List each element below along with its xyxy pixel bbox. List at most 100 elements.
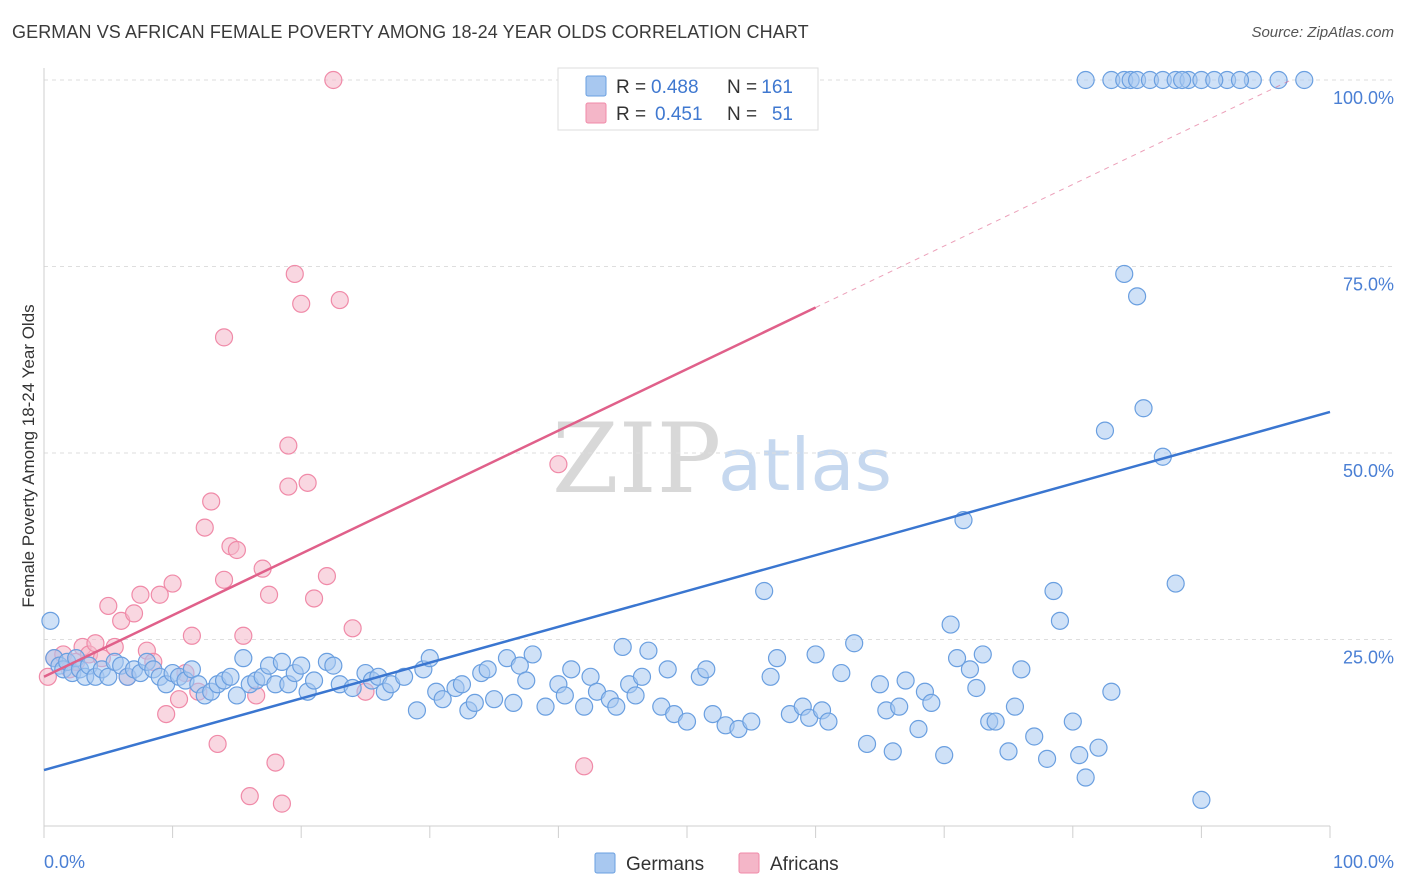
africans-point	[272, 794, 292, 813]
germans-point	[703, 704, 722, 724]
germans-point	[292, 656, 311, 675]
germans-trend-line	[43, 410, 1331, 772]
germans-point	[1025, 727, 1044, 746]
germans-point	[1037, 749, 1057, 768]
legend-swatch-germans	[585, 75, 607, 97]
africans-point	[195, 518, 214, 537]
legend-r-value-germans: 0.488	[651, 77, 699, 98]
bottom-legend-swatch-africans	[738, 852, 760, 874]
germans-point	[394, 667, 414, 686]
germans-point	[896, 671, 915, 690]
germans-point	[1192, 790, 1211, 809]
germans-point	[1134, 399, 1153, 418]
germans-point	[562, 660, 581, 679]
germans-point	[755, 581, 774, 601]
germans-point	[870, 675, 890, 694]
africans-point	[163, 574, 182, 593]
germans-point	[677, 712, 697, 731]
africans-point	[240, 787, 259, 806]
africans-point	[317, 566, 337, 586]
legend-n-value-germans: 161	[761, 77, 793, 98]
legend-n-value-africans: 51	[772, 104, 793, 125]
germans-point	[485, 690, 504, 709]
africans-point	[214, 328, 234, 347]
germans-point	[845, 634, 864, 653]
watermark-atlas: atlas	[718, 423, 892, 507]
germans-point	[1269, 70, 1288, 90]
germans-point	[935, 746, 954, 765]
germans-point	[909, 719, 928, 739]
africans-point	[157, 704, 176, 724]
germans-point	[1102, 682, 1121, 701]
germans-point	[1089, 738, 1108, 757]
germans-point	[819, 712, 838, 731]
germans-point	[433, 690, 452, 709]
africans-trend-extension	[815, 79, 1292, 308]
germans-point	[890, 697, 909, 716]
germans-point	[555, 686, 574, 705]
germans-point	[407, 701, 427, 720]
series-germans	[41, 70, 1314, 809]
germans-point	[967, 678, 986, 698]
bottom-legend-label-africans: Africans	[770, 854, 839, 875]
germans-point	[941, 615, 960, 634]
germans-point	[973, 645, 992, 664]
africans-point	[182, 626, 201, 645]
source-credit: Source: ZipAtlas.com	[1251, 24, 1394, 41]
legend-top: R = 0.488 N = 161 R = 0.451 N = 51	[557, 67, 819, 131]
africans-point	[292, 294, 311, 313]
africans-point	[330, 290, 349, 310]
africans-point	[131, 585, 150, 604]
africans-point	[124, 604, 144, 623]
germans-point	[234, 649, 253, 668]
africans-point	[266, 753, 285, 772]
germans-point	[1050, 611, 1070, 630]
germans-point	[1205, 70, 1224, 90]
y-tick-label: 50.0%	[1343, 461, 1394, 481]
grid-lines	[44, 79, 1394, 640]
germans-point	[832, 663, 851, 683]
germans-point	[986, 712, 1005, 731]
africans-point	[99, 596, 118, 616]
germans-point	[1230, 70, 1250, 90]
germans-point	[478, 660, 497, 679]
y-tick-labels: 25.0% 50.0% 75.0% 100.0%	[1333, 88, 1394, 668]
germans-point	[452, 675, 472, 694]
germans-point	[1295, 70, 1314, 90]
germans-point	[999, 742, 1018, 761]
germans-point	[575, 697, 594, 716]
germans-point	[1095, 421, 1115, 440]
germans-point	[626, 686, 645, 705]
germans-point	[41, 611, 60, 630]
germans-point	[517, 671, 536, 690]
germans-point	[806, 645, 825, 664]
africans-point	[279, 436, 298, 455]
legend-r-label-africans: R =	[616, 104, 646, 125]
germans-point	[221, 667, 240, 686]
germans-point	[639, 641, 658, 660]
legend-bottom: Germans Africans	[594, 852, 839, 875]
watermark: ZIP atlas	[552, 403, 892, 515]
africans-point	[324, 70, 343, 90]
germans-point	[761, 667, 780, 686]
germans-point	[523, 645, 542, 664]
germans-point	[1076, 768, 1095, 787]
y-tick-label: 100.0%	[1333, 88, 1394, 108]
legend-n-label-germans: N =	[727, 77, 757, 98]
legend-n-label-africans: N =	[727, 104, 757, 125]
germans-point	[1070, 746, 1089, 765]
germans-point	[947, 649, 967, 668]
africans-point	[169, 690, 189, 709]
africans-point	[234, 626, 253, 645]
bottom-legend-swatch-germans	[594, 852, 616, 874]
germans-point	[607, 697, 626, 716]
germans-point	[697, 660, 716, 679]
germans-point	[304, 671, 324, 690]
germans-point	[742, 712, 761, 731]
germans-point	[272, 652, 292, 671]
x-tick-label-min: 0.0%	[44, 852, 85, 872]
germans-point	[227, 686, 246, 705]
germans-point	[1005, 697, 1025, 716]
germans-point	[1044, 581, 1063, 601]
